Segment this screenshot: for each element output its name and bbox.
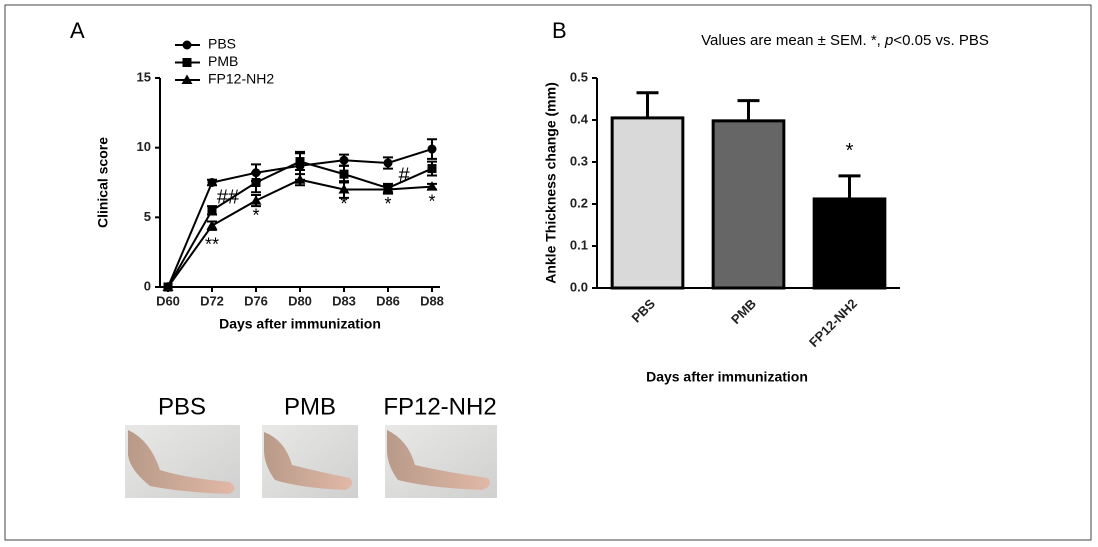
annotation: ## bbox=[217, 187, 240, 209]
y-tick-label: 0.4 bbox=[570, 111, 589, 126]
y-tick-label: 5 bbox=[144, 209, 151, 224]
y-tick-label: 0 bbox=[144, 278, 151, 293]
marker bbox=[250, 195, 262, 205]
y-tick-label: 0.3 bbox=[570, 153, 588, 168]
photo-label: PMB bbox=[284, 393, 336, 420]
x-tick-label: D60 bbox=[156, 293, 180, 308]
error-bar bbox=[636, 91, 659, 118]
annotation: ** bbox=[205, 234, 219, 254]
series-line bbox=[167, 178, 433, 288]
marker bbox=[207, 178, 217, 187]
error-bar bbox=[737, 99, 760, 121]
annotation: * bbox=[384, 194, 391, 214]
bar bbox=[711, 119, 786, 290]
x-tick-label: D80 bbox=[288, 293, 312, 308]
y-tick-label: 0.2 bbox=[570, 195, 588, 210]
note-part: p bbox=[884, 32, 893, 49]
bar bbox=[812, 197, 887, 290]
legend-marker bbox=[181, 74, 193, 84]
x-axis-title: Days after immunization bbox=[219, 316, 381, 332]
paw bbox=[128, 430, 235, 494]
marker bbox=[338, 183, 350, 194]
y-tick-label: 0.5 bbox=[570, 69, 588, 84]
marker bbox=[382, 183, 394, 194]
x-tick-label: FP12-NH2 bbox=[806, 296, 860, 350]
x-tick-label: PBS bbox=[629, 296, 659, 326]
note-part: <0.05 vs. PBS bbox=[893, 32, 988, 49]
x-tick-label: D76 bbox=[244, 293, 268, 308]
error-bar bbox=[838, 174, 861, 199]
marker bbox=[295, 157, 305, 167]
note: Values are mean ± SEM. *, p<0.05 vs. PBS bbox=[701, 32, 989, 49]
marker bbox=[383, 158, 393, 168]
legend-marker bbox=[182, 40, 192, 50]
marker bbox=[427, 144, 437, 154]
legend-label: PBS bbox=[208, 36, 236, 52]
annotation: * bbox=[846, 140, 854, 162]
x-axis-title: Days after immunization bbox=[646, 369, 808, 385]
marker bbox=[206, 220, 218, 230]
x-tick-label: PMB bbox=[728, 296, 759, 327]
x-tick-label: D86 bbox=[376, 293, 400, 308]
annotation: * bbox=[340, 194, 347, 214]
marker bbox=[427, 164, 437, 174]
y-tick-label: 10 bbox=[137, 139, 151, 154]
marker bbox=[426, 181, 438, 191]
marker bbox=[162, 281, 174, 291]
legend-label: FP12-NH2 bbox=[208, 71, 274, 87]
photos: PBS PMB FP12-NH2 bbox=[125, 393, 497, 498]
x-tick-label: D88 bbox=[420, 293, 444, 308]
y-tick-label: 15 bbox=[137, 69, 151, 84]
y-tick-label: 0.1 bbox=[570, 237, 588, 252]
x-tick-label: D72 bbox=[200, 293, 224, 308]
annotation: * bbox=[428, 191, 435, 211]
note-part: Values are mean ± SEM. *, bbox=[701, 32, 885, 49]
marker bbox=[251, 178, 261, 187]
paw bbox=[264, 432, 353, 490]
y-axis-title: Clinical score bbox=[95, 137, 111, 228]
photo-label: PBS bbox=[158, 393, 206, 420]
y-tick-label: 0.0 bbox=[570, 279, 588, 294]
figure-border bbox=[4, 4, 1092, 541]
marker bbox=[339, 169, 349, 179]
photo-label: FP12-NH2 bbox=[383, 393, 496, 420]
paw bbox=[387, 430, 490, 490]
x-tick-label: D83 bbox=[332, 293, 356, 308]
marker bbox=[339, 155, 349, 165]
legend-label: PMB bbox=[208, 53, 238, 69]
annotation: * bbox=[252, 205, 259, 225]
legend-marker bbox=[182, 58, 192, 67]
panel-label: B bbox=[552, 18, 567, 43]
annotation: # bbox=[398, 164, 410, 186]
marker bbox=[207, 205, 217, 215]
panel-label: A bbox=[70, 18, 85, 43]
y-axis-title: Ankle Thickness change (mm) bbox=[543, 82, 559, 284]
marker bbox=[294, 174, 306, 184]
bar bbox=[610, 116, 685, 290]
